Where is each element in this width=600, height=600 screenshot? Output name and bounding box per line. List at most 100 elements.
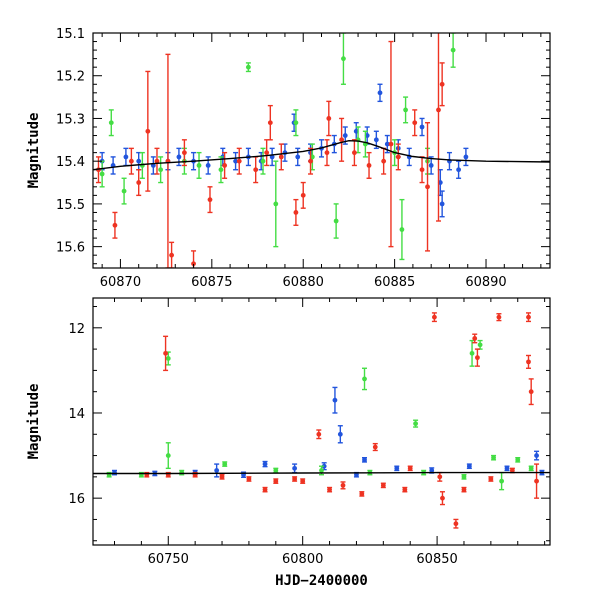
data-point [207, 197, 213, 203]
top-panel: 60870 60875 60880 60885 60890 15.1 15.2 15.3 15.… [26, 27, 551, 290]
data-point [526, 314, 531, 320]
y-axis-label: Magnitude [26, 384, 42, 460]
data-point [388, 141, 394, 147]
data-point [165, 356, 171, 361]
data-point [362, 376, 367, 382]
data-point [327, 487, 332, 493]
data-point [293, 210, 299, 215]
data-point [499, 478, 505, 484]
data-point [154, 158, 160, 164]
data-point [292, 465, 298, 471]
data-point [333, 218, 339, 224]
data-point [381, 158, 387, 164]
plot-area [93, 33, 550, 268]
data-point [222, 461, 228, 467]
data-point [267, 120, 273, 126]
data-point [528, 465, 534, 471]
data-point [453, 521, 459, 527]
data-point [380, 482, 386, 488]
data-point [222, 163, 228, 168]
data-point [425, 184, 430, 190]
data-point [469, 350, 475, 356]
x-tick-label: 60875 [191, 275, 232, 290]
series-blue [99, 83, 469, 218]
data-point [300, 192, 306, 198]
data-point [394, 465, 400, 471]
data-point [332, 397, 338, 403]
x-tick-label: 60890 [465, 275, 506, 290]
data-point [407, 465, 413, 471]
data-point [477, 342, 483, 348]
y-tick-label: 15.5 [56, 198, 85, 213]
data-point [165, 453, 171, 458]
x-tick-label: 60750 [148, 552, 189, 567]
data-point [136, 158, 142, 164]
data-point [340, 482, 346, 488]
data-point [319, 468, 324, 473]
data-point [504, 465, 510, 471]
model-curve [93, 139, 550, 171]
data-point [316, 431, 322, 437]
data-point [196, 163, 202, 168]
data-point [372, 444, 378, 450]
data-point [472, 336, 478, 341]
data-point [450, 47, 456, 53]
data-point [461, 487, 467, 493]
y-tick-label: 15.6 [56, 241, 85, 256]
data-point [219, 474, 225, 480]
data-point [463, 154, 469, 160]
data-point [262, 461, 268, 467]
data-point [412, 120, 418, 126]
data-point [145, 128, 151, 134]
data-point [432, 314, 437, 320]
data-point [399, 227, 405, 232]
data-point [112, 470, 117, 476]
y-axis-label: Magnitude [26, 113, 42, 189]
y-tick-label: 14 [68, 407, 85, 422]
data-point [419, 124, 425, 130]
series-green [99, 33, 456, 261]
model-curve [93, 471, 550, 475]
data-point [456, 167, 461, 173]
series-red [144, 312, 540, 529]
data-point [352, 150, 357, 156]
series-blue [112, 386, 545, 478]
data-point [342, 133, 348, 138]
x-tick-label: 60800 [282, 552, 323, 567]
data-point [326, 116, 332, 121]
data-point [123, 154, 129, 160]
data-point [341, 56, 346, 62]
data-point [491, 455, 496, 461]
x-tick-label: 60870 [100, 275, 141, 290]
data-point [377, 90, 383, 96]
data-point [366, 163, 372, 168]
data-point [158, 167, 164, 173]
data-point [437, 474, 443, 480]
data-point [324, 150, 330, 156]
bottom-panel: 60750 60800 60850 12 14 16 Magnitude HJD−240000… [26, 297, 551, 589]
data-point [373, 137, 379, 143]
data-point [273, 478, 279, 484]
data-point [214, 468, 220, 473]
data-point [488, 476, 494, 482]
x-tick-label: 60885 [374, 275, 415, 290]
data-point [292, 476, 298, 482]
data-point [337, 431, 343, 437]
y-tick-label: 15.4 [56, 155, 85, 170]
data-point [439, 201, 445, 207]
data-point [262, 487, 268, 493]
data-point [300, 478, 306, 484]
data-point [402, 487, 408, 493]
y-tick-label: 16 [68, 492, 85, 507]
data-point [278, 154, 284, 160]
data-point [253, 167, 259, 173]
data-point [439, 81, 445, 87]
data-point [428, 163, 434, 168]
plot-frame [92, 297, 551, 546]
data-point [169, 252, 175, 258]
data-point [466, 463, 472, 469]
data-point [534, 478, 539, 484]
y-tick-label: 12 [68, 322, 85, 337]
data-point [245, 64, 251, 70]
